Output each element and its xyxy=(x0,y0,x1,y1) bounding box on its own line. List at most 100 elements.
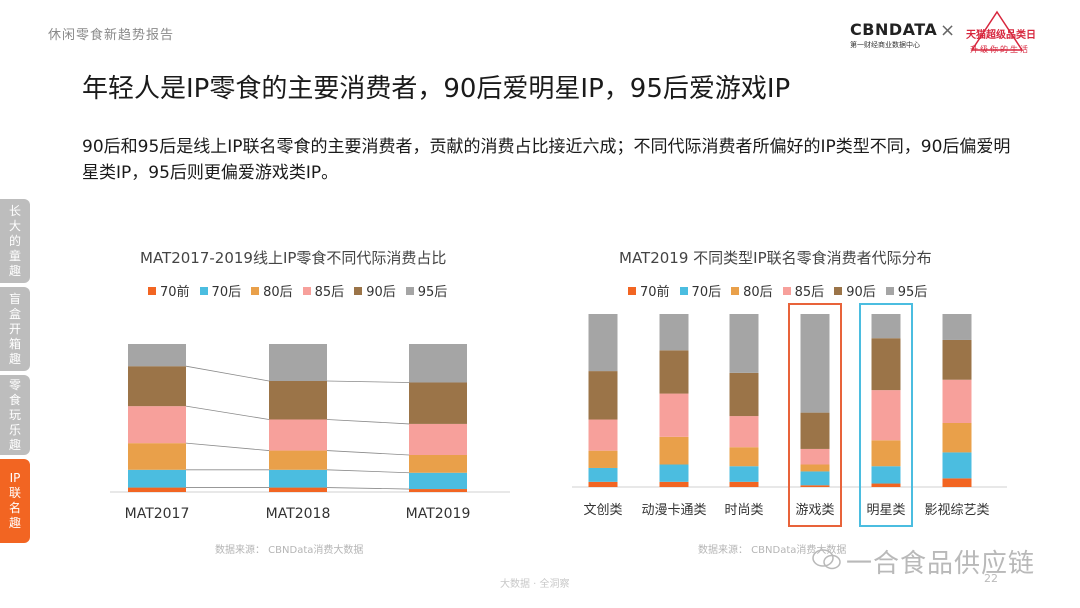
bar-segment xyxy=(729,416,759,448)
legend-label: 95后 xyxy=(417,285,448,300)
bar-segment xyxy=(588,450,618,468)
legend-item: 70前 xyxy=(148,281,190,300)
connector-line xyxy=(326,487,410,490)
side-tab-label: 盲盒开箱趣 xyxy=(8,291,21,366)
legend-item: 80后 xyxy=(251,281,293,300)
legend-label: 95后 xyxy=(897,285,928,300)
page-number: 22 xyxy=(984,572,998,585)
legend-item: 70后 xyxy=(199,281,242,300)
bar-segment xyxy=(729,314,759,373)
bar-segment xyxy=(871,314,901,339)
tmall-emblem-icon xyxy=(970,10,1024,51)
tmall-logo-text: 天猫超级品类日 xyxy=(966,30,1036,41)
bar-segment xyxy=(800,314,830,413)
x-tick-label: 明星类 xyxy=(866,503,905,518)
bar-segment xyxy=(942,452,972,479)
legend-item: 90后 xyxy=(834,281,876,300)
tmall-logo-subtext: 升级你的生活 xyxy=(970,45,1030,54)
bar-segment xyxy=(942,339,972,380)
side-tab-label: 零食玩乐趣 xyxy=(8,377,21,452)
bar-segment xyxy=(128,469,186,488)
bar-segment xyxy=(128,487,186,492)
legend-item: 70前 xyxy=(628,281,670,300)
bar-segment xyxy=(588,371,618,420)
bar-segment xyxy=(588,419,618,451)
bar-segment xyxy=(269,450,327,470)
legend-item: 95后 xyxy=(405,281,448,300)
legend-swatch xyxy=(148,286,156,295)
bar-segment xyxy=(409,423,467,455)
legend-label: 70前 xyxy=(160,285,190,300)
wechat-icon xyxy=(812,549,841,570)
legend-label: 70前 xyxy=(640,285,670,300)
side-tab-childhood[interactable]: 长大的童趣 xyxy=(0,199,30,283)
bar-segment xyxy=(659,464,689,482)
side-tab-label: 长大的童趣 xyxy=(8,203,21,278)
bar-segment xyxy=(269,419,327,451)
bar-segment xyxy=(942,478,972,487)
bar-segment xyxy=(942,314,972,340)
legend-item: 85后 xyxy=(782,281,825,300)
bar-segment xyxy=(128,366,186,407)
bar-segment xyxy=(659,314,689,351)
bar-segment xyxy=(269,487,327,492)
connector-line xyxy=(185,442,270,451)
legend-label: 85后 xyxy=(794,285,825,300)
connector-line xyxy=(185,365,270,382)
connector-line xyxy=(326,469,410,474)
legend-swatch xyxy=(251,286,260,295)
bar-segment xyxy=(729,372,759,417)
legend-label: 70后 xyxy=(211,285,242,300)
bar-segment xyxy=(871,440,901,467)
side-tab-blind-box[interactable]: 盲盒开箱趣 xyxy=(0,287,30,371)
chart1-plot: MAT2017 MAT2018 MAT2019 xyxy=(110,344,510,522)
tmall-logo: 天猫超级品类日 升级你的生活 xyxy=(962,10,1036,60)
legend-item: 70后 xyxy=(679,281,722,300)
bar-segment xyxy=(128,443,186,470)
legend-label: 85后 xyxy=(314,285,345,300)
cbndata-logo-text: CBNDATA xyxy=(850,20,938,39)
bar-segment xyxy=(588,314,618,372)
connector-line xyxy=(185,405,270,420)
legend-item: 80后 xyxy=(731,281,773,300)
legend-label: 70后 xyxy=(691,285,722,300)
legend-label: 80后 xyxy=(263,285,293,300)
page-title: 年轻人是IP零食的主要消费者，90后爱明星IP，95后爱游戏IP xyxy=(82,74,791,104)
chart1-source: 数据来源： CBNData消费大数据 xyxy=(215,545,364,556)
bar-segment xyxy=(729,481,759,487)
legend-swatch xyxy=(354,286,363,295)
bar-segment xyxy=(409,472,467,490)
bar-segment xyxy=(942,379,972,423)
x-tick-label: MAT2019 xyxy=(406,506,471,522)
legend-swatch xyxy=(834,286,843,295)
legend-swatch xyxy=(199,286,208,295)
legend-swatch xyxy=(405,286,414,295)
bar-segment xyxy=(659,436,689,465)
bar-segment xyxy=(659,481,689,487)
legend-item: 90后 xyxy=(354,281,396,300)
bar-segment xyxy=(128,406,186,444)
bar-segment xyxy=(800,485,830,487)
x-tick-label: 动漫卡通类 xyxy=(641,503,706,518)
bar-segment xyxy=(729,466,759,482)
bar-segment xyxy=(871,390,901,441)
bar-segment xyxy=(729,447,759,467)
highlight-box xyxy=(859,303,913,527)
chart1-legend: 70前 70后 80后 85后 90后 95后 xyxy=(148,281,447,300)
chart2-title: MAT2019 不同类型IP联名零食消费者代际分布 xyxy=(619,249,932,267)
x-tick-label: 文创类 xyxy=(583,503,622,518)
legend-swatch xyxy=(731,286,740,295)
legend-item: 95后 xyxy=(885,281,928,300)
legend-label: 80后 xyxy=(743,285,773,300)
bar-segment xyxy=(659,350,689,394)
chart2-legend: 70前 70后 80后 85后 90后 95后 xyxy=(628,281,927,300)
bar-segment xyxy=(871,466,901,484)
x-tick-label: 时尚类 xyxy=(724,503,763,518)
side-tab-snack-fun[interactable]: 零食玩乐趣 xyxy=(0,375,30,455)
legend-label: 90后 xyxy=(846,285,876,300)
bar-segment xyxy=(409,489,467,492)
side-tab-ip-collab[interactable]: IP联名趣 xyxy=(0,459,30,543)
bar-segment xyxy=(800,471,830,486)
connector-line xyxy=(326,380,410,383)
bar-segment xyxy=(942,422,972,453)
